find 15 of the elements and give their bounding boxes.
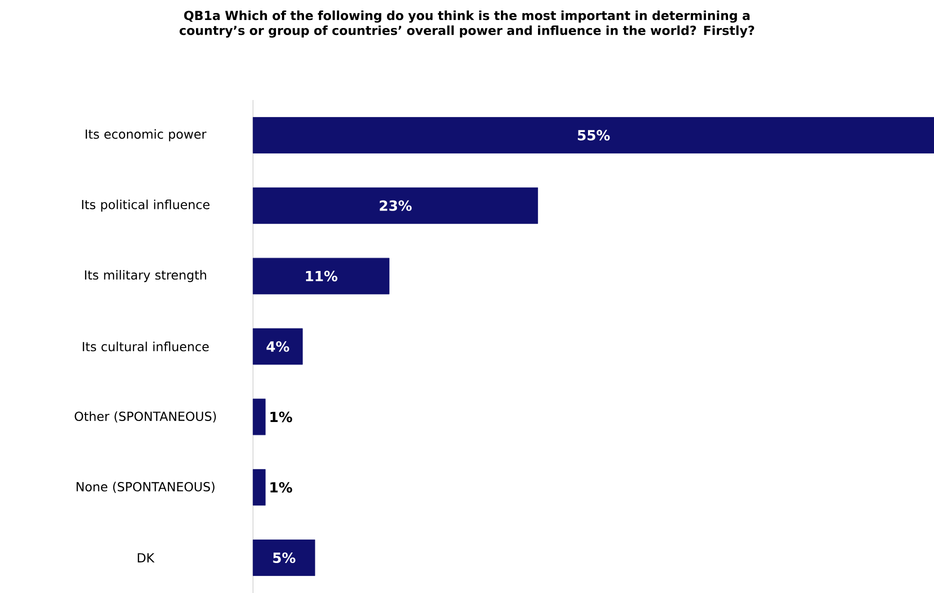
data-label: 55% (578, 130, 610, 140)
y-tick-label: DK (138, 553, 155, 562)
y-tick-label: Its military strength (85, 270, 206, 282)
data-label: 23% (380, 200, 412, 211)
data-label: 4% (266, 341, 290, 352)
y-tick-label: Its political influence (82, 200, 210, 212)
y-tick-label: Its cultural influence (82, 342, 209, 352)
data-label: 1% (270, 482, 292, 493)
data-label: 11% (306, 270, 338, 282)
y-tick-label: Its economic power (86, 129, 206, 142)
y-tick-label: None (SPONTANEOUS) (76, 482, 214, 493)
data-label: 1% (270, 412, 292, 422)
data-label: 5% (273, 552, 296, 564)
y-tick-label: Other (SPONTANEOUS) (74, 411, 216, 422)
chart-title: QB1a Which of the following do you think is the most important in determining a country’s or group of countries’ overall power and influence in the world? Firstly? (180, 10, 754, 38)
